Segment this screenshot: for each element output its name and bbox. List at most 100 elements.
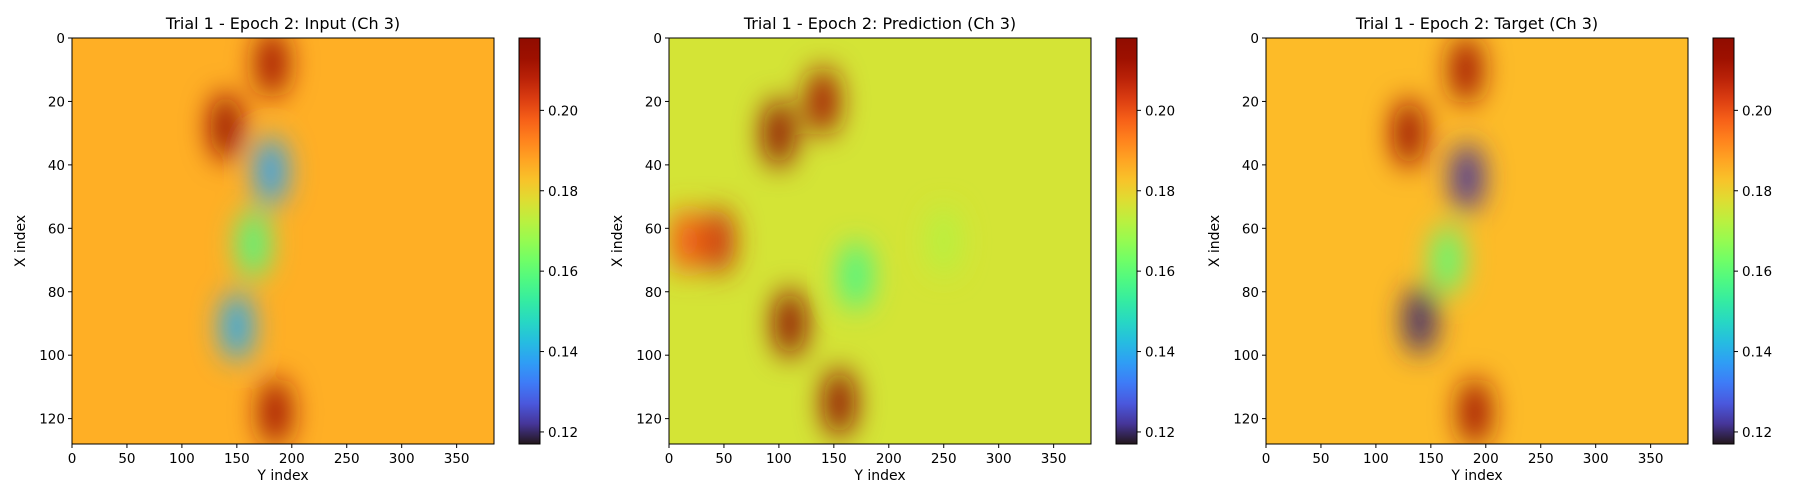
y-tick-label: 0 [56,31,65,47]
y-tick-label: 20 [48,94,65,110]
heatmap-feature [702,207,735,275]
y-tick-label: 60 [1242,221,1259,237]
x-tick-label: 100 [766,451,792,467]
y-tick-label: 40 [48,158,65,174]
x-tick-label: 350 [1638,451,1664,467]
axes-frame [668,37,1092,445]
y-tick-label: 20 [645,94,662,110]
x-tick-label: 250 [334,451,360,467]
y-tick-label: 0 [653,31,662,47]
colorbar-tick-label: 0.14 [1145,345,1175,361]
heatmap-feature [1392,99,1425,168]
colorbar-tick-label: 0.14 [548,345,578,361]
heatmap-panel-1: Trial 1 - Epoch 2: Input (Ch 3) 0 50 100 150… [13,14,578,484]
heatmap-feature [927,207,960,275]
colorbar-tick-label: 0.20 [1742,103,1772,119]
heatmap-feature [839,241,872,310]
x-axis-label: Y index [256,468,308,484]
y-tick-label: 100 [636,348,662,364]
y-axis-label: X index [13,215,29,267]
colorbar-gradient [1116,38,1137,444]
heatmap-feature [259,378,292,444]
heatmap-base [1266,38,1688,444]
x-tick-label: 300 [986,451,1012,467]
y-tick-label: 60 [48,221,65,237]
y-tick-label: 120 [1233,412,1259,428]
x-tick-label: 150 [821,451,847,467]
colorbar-tick-label: 0.12 [1742,425,1772,441]
colorbar: 0.12 0.14 0.16 0.18 0.20 [518,37,578,445]
colorbar-tick-label: 0.20 [1145,103,1175,119]
colorbar-tick-label: 0.14 [1742,345,1772,361]
x-tick-label: 150 [1418,451,1444,467]
heatmap-feature [256,38,289,98]
y-tick-label: 120 [39,412,65,428]
x-tick-label: 350 [1041,451,1067,467]
y-tick-label: 0 [1250,31,1259,47]
y-tick-label: 40 [645,158,662,174]
y-axis-label: X index [610,215,626,267]
x-axis-label: Y index [1450,468,1502,484]
y-tick-label: 60 [645,221,662,237]
colorbar-gradient [519,38,540,444]
heatmap-feature [1431,226,1464,295]
chart-title: Trial 1 - Epoch 2: Target (Ch 3) [1355,14,1598,33]
colorbar-tick-label: 0.16 [548,264,578,280]
y-tick-label: 100 [39,348,65,364]
heatmap-feature [806,67,839,136]
x-tick-label: 150 [224,451,250,467]
colorbar-gradient [1713,38,1734,444]
x-tick-label: 200 [1473,451,1499,467]
chart-title: Trial 1 - Epoch 2: Prediction (Ch 3) [743,14,1016,33]
colorbar-tick-label: 0.18 [1145,184,1175,200]
heatmap-base [669,38,1091,444]
colorbar-tick-label: 0.18 [1742,184,1772,200]
heatmap-feature [254,137,287,206]
colorbar: 0.12 0.14 0.16 0.18 0.20 [1712,37,1772,445]
y-tick-label: 80 [48,285,65,301]
heatmap-feature [762,99,795,168]
axes-frame [71,37,495,445]
x-tick-label: 50 [715,451,732,467]
heatmap-base [72,38,494,444]
y-tick-label: 80 [645,285,662,301]
x-axis-label: Y index [853,468,905,484]
heatmap-feature [823,368,856,437]
chart-title: Trial 1 - Epoch 2: Input (Ch 3) [165,14,400,33]
heatmap-panel-3: Trial 1 - Epoch 2: Target (Ch 3) 0 50 100 15… [1207,14,1772,484]
colorbar: 0.12 0.14 0.16 0.18 0.20 [1115,37,1175,445]
heatmap-feature [1450,38,1483,104]
x-tick-label: 0 [1262,451,1271,467]
x-tick-label: 0 [68,451,77,467]
colorbar-tick-label: 0.16 [1145,264,1175,280]
heatmap-feature [1403,286,1436,355]
x-tick-label: 250 [931,451,957,467]
x-tick-label: 300 [389,451,415,467]
heatmap-feature [1451,143,1484,212]
colorbar-tick-label: 0.12 [1145,425,1175,441]
colorbar-tick-label: 0.12 [548,425,578,441]
colorbar-frame [518,37,541,445]
x-tick-label: 50 [118,451,135,467]
x-tick-label: 100 [1363,451,1389,467]
y-tick-label: 20 [1242,94,1259,110]
heatmap-field [669,38,1091,444]
colorbar-tick-label: 0.18 [548,184,578,200]
x-tick-label: 50 [1312,451,1329,467]
colorbar-tick-label: 0.16 [1742,264,1772,280]
x-tick-label: 300 [1583,451,1609,467]
heatmap-feature [773,289,806,358]
heatmap-feature [1458,378,1491,444]
y-tick-label: 80 [1242,285,1259,301]
heatmap-field [72,38,494,444]
x-tick-label: 0 [665,451,674,467]
axes-frame [1265,37,1689,445]
x-tick-label: 250 [1528,451,1554,467]
x-tick-label: 200 [279,451,305,467]
heatmap-feature [669,207,702,275]
colorbar-tick-label: 0.20 [548,103,578,119]
y-tick-label: 40 [1242,158,1259,174]
x-tick-label: 350 [444,451,470,467]
heatmap-field [1266,38,1688,444]
